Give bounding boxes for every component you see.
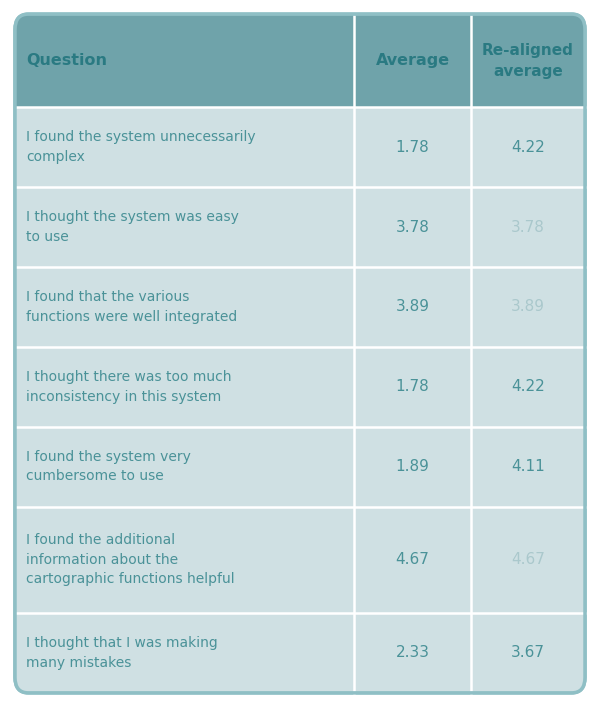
Text: 4.67: 4.67	[395, 552, 430, 567]
Text: 1.78: 1.78	[396, 140, 430, 155]
Bar	[15, 613, 585, 653]
Text: 2.33: 2.33	[395, 645, 430, 660]
Text: Average: Average	[376, 53, 449, 68]
Text: I found that the various
functions were well integrated: I found that the various functions were …	[26, 290, 237, 324]
Bar	[15, 427, 585, 506]
Text: I found the system unnecessarily
complex: I found the system unnecessarily complex	[26, 131, 256, 164]
Text: 1.89: 1.89	[395, 459, 430, 474]
Text: I thought there was too much
inconsistency in this system: I thought there was too much inconsisten…	[26, 370, 232, 404]
FancyBboxPatch shape	[15, 14, 585, 693]
Text: 3.78: 3.78	[395, 220, 430, 235]
Text: 1.78: 1.78	[396, 379, 430, 395]
Text: 4.22: 4.22	[511, 379, 545, 395]
Bar	[15, 347, 585, 427]
FancyBboxPatch shape	[15, 14, 585, 107]
Text: I found the additional
information about the
cartographic functions helpful: I found the additional information about…	[26, 533, 235, 586]
Text: Question: Question	[26, 53, 107, 68]
Text: 4.67: 4.67	[511, 552, 545, 567]
Text: 3.78: 3.78	[511, 220, 545, 235]
FancyBboxPatch shape	[15, 613, 585, 693]
Text: I found the system very
cumbersome to use: I found the system very cumbersome to us…	[26, 450, 191, 484]
Text: 4.22: 4.22	[511, 140, 545, 155]
Text: 3.89: 3.89	[511, 300, 545, 315]
Text: 3.89: 3.89	[395, 300, 430, 315]
Bar	[15, 61, 585, 107]
Bar	[15, 107, 585, 187]
Text: I thought the system was easy
to use: I thought the system was easy to use	[26, 210, 239, 244]
Text: 4.11: 4.11	[511, 459, 545, 474]
Bar	[15, 506, 585, 613]
Text: Re-aligned
average: Re-aligned average	[482, 42, 574, 78]
Bar	[15, 267, 585, 347]
Text: 3.67: 3.67	[511, 645, 545, 660]
Text: I thought that I was making
many mistakes: I thought that I was making many mistake…	[26, 636, 218, 670]
Bar	[15, 187, 585, 267]
